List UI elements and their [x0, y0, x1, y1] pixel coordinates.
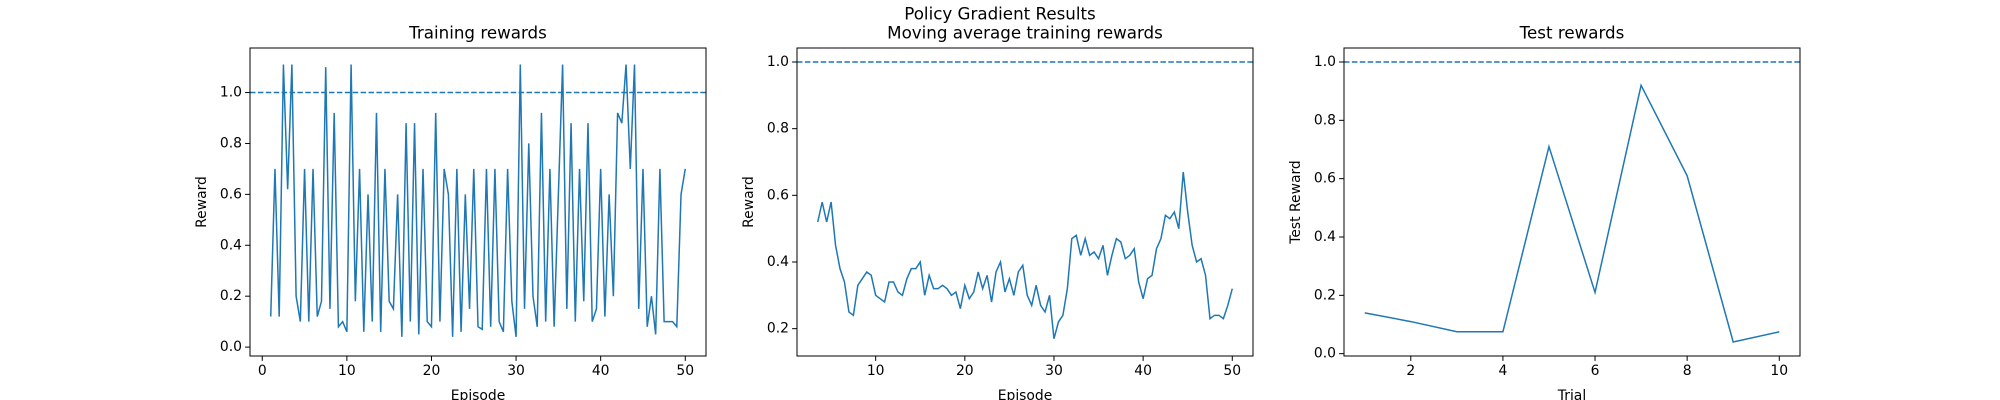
- y-tick-label: 1.0: [767, 54, 789, 70]
- x-tick-label: 2: [1406, 363, 1415, 379]
- y-tick-label: 0.4: [1314, 229, 1336, 245]
- x-tick-label: 20: [423, 363, 441, 379]
- x-tick-label: 10: [867, 363, 885, 379]
- y-tick-label: 1.0: [220, 85, 242, 101]
- axes-frame: [1343, 47, 1801, 357]
- x-tick-label: 10: [338, 363, 356, 379]
- y-tick-label: 1.0: [1314, 54, 1336, 70]
- x-tick-label: 8: [1683, 363, 1692, 379]
- y-tick-label: 0.4: [767, 254, 789, 270]
- y-tick-label: 0.2: [767, 321, 789, 337]
- x-tick-label: 10: [1770, 363, 1788, 379]
- x-tick-label: 40: [592, 363, 610, 379]
- y-axis-label: Reward: [741, 176, 757, 228]
- x-tick-label: 50: [676, 363, 694, 379]
- y-tick-label: 0.0: [220, 339, 242, 355]
- figure-title: Policy Gradient Results: [904, 4, 1096, 24]
- x-tick-label: 6: [1591, 363, 1600, 379]
- y-tick-label: 0.6: [220, 186, 242, 202]
- x-tick-label: 30: [1045, 363, 1063, 379]
- x-axis-label: Episode: [998, 388, 1053, 400]
- y-tick-label: 0.6: [767, 187, 789, 203]
- axes-title: Test rewards: [1519, 23, 1625, 43]
- data-line: [269, 64, 687, 337]
- x-axis-label: Episode: [451, 388, 506, 400]
- x-tick-label: 0: [258, 363, 267, 379]
- y-tick-label: 0.2: [220, 288, 242, 304]
- x-tick-label: 50: [1223, 363, 1241, 379]
- x-tick-label: 4: [1498, 363, 1507, 379]
- x-axis-label: Trial: [1557, 388, 1586, 400]
- x-tick-label: 40: [1134, 363, 1152, 379]
- y-axis-label: Reward: [194, 176, 210, 228]
- y-tick-label: 0.4: [220, 237, 242, 253]
- y-tick-label: 0.0: [1314, 346, 1336, 362]
- y-tick-label: 0.8: [220, 135, 242, 151]
- y-tick-label: 0.6: [1314, 171, 1336, 187]
- axes-title: Moving average training rewards: [887, 23, 1163, 43]
- x-tick-label: 30: [507, 363, 525, 379]
- x-tick-label: 20: [956, 363, 974, 379]
- y-axis-label: Test Reward: [1288, 160, 1304, 245]
- y-tick-label: 0.8: [1314, 112, 1336, 128]
- axes-frame: [796, 47, 1254, 357]
- data-line: [816, 171, 1233, 339]
- y-tick-label: 0.8: [767, 121, 789, 137]
- axes-title: Training rewards: [408, 23, 547, 43]
- data-line: [1364, 83, 1780, 343]
- axes-frame: [249, 47, 707, 357]
- y-tick-label: 0.2: [1314, 287, 1336, 303]
